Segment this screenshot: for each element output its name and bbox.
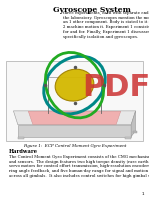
Ellipse shape (55, 69, 94, 101)
Polygon shape (13, 111, 136, 125)
Bar (6, 61, 143, 141)
Bar (125, 137, 131, 139)
Bar (133, 131, 137, 133)
Polygon shape (131, 111, 136, 137)
Bar (18, 137, 24, 139)
Text: Figure 1:  ECP Control Moment Gyro Experiment: Figure 1: ECP Control Moment Gyro Experi… (23, 144, 126, 148)
Text: Hardware: Hardware (9, 149, 38, 154)
Text: PDF: PDF (82, 73, 149, 102)
Text: three experiments, each with separate end goals to perform. For
the laboratory. : three experiments, each with separate en… (63, 11, 149, 39)
Text: The Control Moment Gyro Experiment consists of the CMG mechanism and its actuato: The Control Moment Gyro Experiment consi… (9, 155, 149, 178)
Polygon shape (18, 125, 131, 137)
Text: Gyroscope System: Gyroscope System (53, 6, 131, 14)
Polygon shape (28, 111, 121, 124)
Text: 1: 1 (142, 192, 145, 196)
